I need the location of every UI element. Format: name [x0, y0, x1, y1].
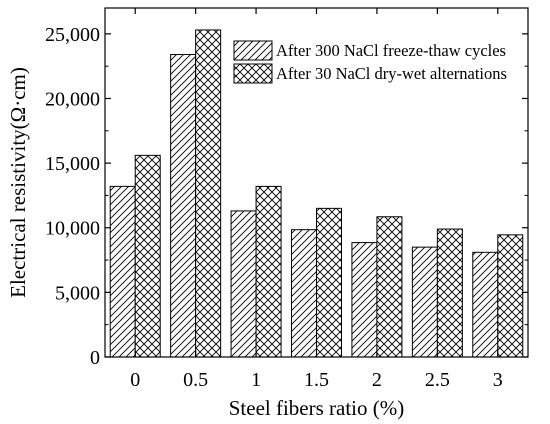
legend-label-dry-wet: After 30 NaCl dry-wet alternations	[276, 64, 507, 83]
legend-swatch-dry-wet	[233, 63, 273, 84]
bar-dry-wet-0.5	[195, 29, 222, 358]
x-axis-title: Steel fibers ratio (%)	[229, 396, 405, 420]
y-axis: 0 5,000 10,000 15,000 20,000 25,000	[45, 24, 528, 369]
x-tick-label: 3	[493, 369, 503, 391]
y-tick-label: 0	[90, 347, 100, 369]
bar-dry-wet-0	[134, 154, 161, 358]
bar-freeze-thaw-1	[230, 210, 257, 358]
y-tick-label: 5,000	[55, 282, 100, 304]
bar-freeze-thaw-0.5	[170, 54, 197, 358]
x-tick-label: 1	[251, 369, 261, 391]
x-axis: 0 0.5 1 1.5 2 2.5 3	[130, 8, 503, 391]
bar-freeze-thaw-3	[472, 251, 499, 358]
bar-freeze-thaw-1.5	[291, 229, 317, 358]
bar-freeze-thaw-0	[109, 185, 136, 358]
x-tick-label: 0.5	[183, 369, 208, 391]
bar-dry-wet-2.5	[436, 228, 463, 358]
bar-dry-wet-1.5	[316, 207, 342, 358]
x-tick-label: 1.5	[304, 369, 329, 391]
y-tick-label: 20,000	[45, 88, 100, 110]
legend-label-freeze-thaw: After 300 NaCl freeze-thaw cycles	[276, 41, 506, 60]
x-tick-label: 2	[372, 369, 382, 391]
y-tick-label: 15,000	[45, 153, 100, 175]
y-tick-label: 25,000	[45, 24, 100, 46]
bar-dry-wet-2	[376, 216, 403, 358]
y-axis-title: Electrical resistivity(Ω·cm)	[6, 67, 30, 298]
legend-swatch-freeze-thaw	[233, 40, 273, 61]
y-tick-label: 10,000	[45, 218, 100, 240]
bar-dry-wet-1	[255, 185, 282, 358]
bar-dry-wet-3	[497, 234, 524, 358]
legend: After 300 NaCl freeze-thaw cycles After …	[233, 40, 507, 84]
bars	[109, 29, 524, 358]
bar-freeze-thaw-2.5	[411, 246, 438, 358]
bar-freeze-thaw-2	[351, 242, 378, 358]
x-tick-label: 0	[130, 369, 140, 391]
x-tick-label: 2.5	[425, 369, 450, 391]
